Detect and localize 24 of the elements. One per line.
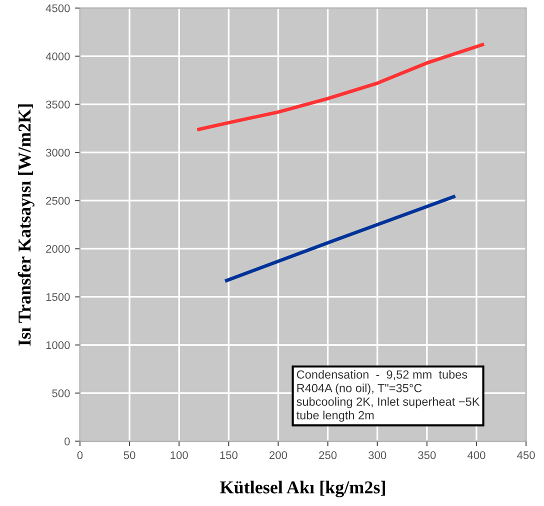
y-tick-label: 3500 xyxy=(46,100,70,108)
x-tick-label: 100 xyxy=(170,451,188,460)
y-tick-label: 4000 xyxy=(46,52,70,60)
y-axis-title: Isı Transfer Katsayısı [W/m2K] xyxy=(18,104,34,346)
y-tick-label: 1000 xyxy=(46,341,70,350)
line-series xyxy=(197,42,484,132)
x-tick-label: 200 xyxy=(270,451,288,460)
x-tick-label: 450 xyxy=(517,451,535,460)
x-tick-label: 50 xyxy=(124,451,136,460)
x-tick-label: 150 xyxy=(220,451,238,460)
x-tick-label: 0 xyxy=(77,451,83,460)
y-tick-label: 500 xyxy=(52,389,70,398)
y-tick-label: 3000 xyxy=(46,148,70,157)
y-tick-label: 0 xyxy=(64,438,70,446)
x-tick-label: 350 xyxy=(418,451,436,460)
y-tick-label: 2500 xyxy=(46,196,70,205)
y-tick-label: 4500 xyxy=(46,4,70,12)
y-tick-label: 1500 xyxy=(46,293,70,301)
annotation: Condensation - 9,52 mm tubes R404A (no oil), T"=35°C subcooling 2K, Inlet superheat −5K tube length 2m xyxy=(296,370,480,422)
x-tick-label: 400 xyxy=(467,451,486,460)
x-axis-title: Kütlesel Akı [kg/m2s] xyxy=(220,480,385,498)
y-tick-label: 2000 xyxy=(46,244,70,253)
x-tick-label: 300 xyxy=(368,451,386,460)
x-tick-label: 250 xyxy=(319,451,337,460)
